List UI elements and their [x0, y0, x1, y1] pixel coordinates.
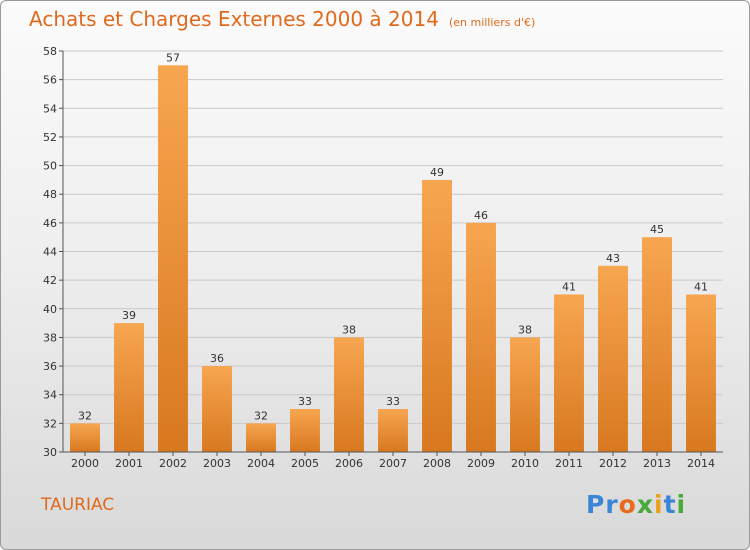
y-tick-label: 48	[43, 188, 57, 201]
bar	[422, 179, 452, 452]
bar-value-label: 43	[606, 252, 620, 265]
bar-value-label: 45	[650, 223, 664, 236]
y-tick-label: 46	[43, 217, 57, 230]
bar-value-label: 36	[210, 352, 224, 365]
y-tick-label: 34	[43, 389, 57, 402]
bar	[686, 294, 716, 452]
chart-subtitle: (en milliers d'€)	[448, 16, 536, 29]
y-tick-label: 30	[43, 446, 57, 459]
bars: 32 39 57 36 32 33 38 33 49 46 38 41 43 45 41	[70, 51, 716, 453]
bar-value-label: 38	[342, 323, 356, 336]
y-tick-label: 38	[43, 331, 57, 344]
bar	[510, 337, 540, 452]
bar-value-label: 41	[694, 280, 708, 293]
bar	[642, 237, 672, 452]
x-tick-label: 2009	[467, 457, 495, 470]
bar	[598, 265, 628, 452]
x-tick-label: 2008	[423, 457, 451, 470]
x-tick-label: 2012	[599, 457, 627, 470]
bar-value-label: 57	[166, 51, 180, 64]
bar	[466, 222, 496, 452]
y-tick-label: 44	[43, 246, 57, 259]
x-tick-label: 2013	[643, 457, 671, 470]
y-tick-label: 50	[43, 160, 57, 173]
location-label: TAURIAC	[41, 495, 115, 515]
y-tick-label: 54	[43, 102, 57, 115]
chart-title: Achats et Charges Externes 2000 à 2014	[29, 7, 439, 31]
bar	[70, 423, 100, 452]
bar-value-label: 33	[298, 395, 312, 408]
logo-letter: i	[654, 490, 664, 519]
bar	[202, 366, 232, 452]
bar-value-label: 33	[386, 395, 400, 408]
proxiti-logo: Proxiti	[586, 490, 686, 519]
bar	[290, 409, 320, 452]
bar-value-label: 39	[122, 309, 136, 322]
y-tick-label: 36	[43, 360, 57, 373]
logo-letter: x	[636, 490, 654, 519]
logo-letter: r	[605, 490, 619, 519]
x-tick-label: 2006	[335, 457, 363, 470]
x-tick-label: 2002	[159, 457, 187, 470]
y-tick-label: 40	[43, 303, 57, 316]
y-tick-label: 56	[43, 74, 57, 87]
logo-letter: P	[586, 490, 606, 519]
logo-letter: o	[618, 490, 637, 519]
axes: 30 32 34 36 38 40 42 44 46 48 50 52 54 56 58 2000 2001 20…	[43, 45, 723, 470]
x-tick-label: 2007	[379, 457, 407, 470]
y-tick-label: 58	[43, 45, 57, 58]
x-tick-label: 2014	[687, 457, 715, 470]
bar-value-label: 46	[474, 209, 488, 222]
bar	[554, 294, 584, 452]
x-tick-label: 2003	[203, 457, 231, 470]
logo-letter: i	[676, 490, 687, 519]
x-tick-label: 2004	[247, 457, 275, 470]
bar	[334, 337, 364, 452]
x-tick-label: 2001	[115, 457, 143, 470]
x-tick-label: 2010	[511, 457, 539, 470]
bar	[378, 409, 408, 452]
x-tick-label: 2005	[291, 457, 319, 470]
bar-value-label: 32	[254, 409, 268, 422]
bar	[114, 323, 144, 452]
chart-header: Achats et Charges Externes 2000 à 2014 (e…	[29, 7, 535, 31]
logo-letter: t	[663, 490, 677, 519]
bar-value-label: 38	[518, 323, 532, 336]
bar	[246, 423, 276, 452]
y-tick-label: 52	[43, 131, 57, 144]
bar	[158, 65, 188, 453]
bar-value-label: 49	[430, 166, 444, 179]
y-tick-label: 42	[43, 274, 57, 287]
x-tick-label: 2011	[555, 457, 583, 470]
y-tick-label: 32	[43, 417, 57, 430]
bar-value-label: 32	[78, 409, 92, 422]
bar-value-label: 41	[562, 280, 576, 293]
x-tick-label: 2000	[71, 457, 99, 470]
